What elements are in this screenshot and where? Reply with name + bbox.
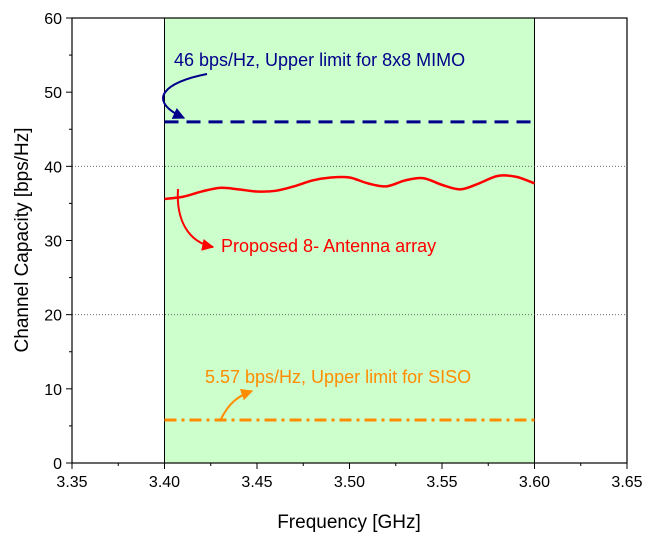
proposed-annotation: Proposed 8- Antenna array <box>221 236 436 256</box>
x-axis: 3.35 3.40 3.45 3.50 3.55 3.60 3.65 <box>56 463 643 491</box>
x-tick-label: 3.50 <box>334 474 365 491</box>
series-layer <box>164 120 535 422</box>
mimo-annotation: 46 bps/Hz, Upper limit for 8x8 MIMO <box>174 50 465 70</box>
x-axis-label: Frequency [GHz] <box>277 512 421 533</box>
y-tick-label: 0 <box>53 456 62 473</box>
x-tick-label: 3.60 <box>519 474 550 491</box>
x-tick-label: 3.55 <box>426 474 457 491</box>
x-tick-label: 3.65 <box>611 474 642 491</box>
x-tick-label: 3.45 <box>241 474 272 491</box>
highlight-band <box>164 17 535 464</box>
proposed-array-line <box>164 174 535 201</box>
y-tick-label: 40 <box>44 159 62 176</box>
y-axis-label: Channel Capacity [bps/Hz] <box>12 128 33 353</box>
siso-annotation: 5.57 bps/Hz, Upper limit for SISO <box>205 367 471 387</box>
x-tick-label: 3.35 <box>56 474 87 491</box>
y-tick-label: 50 <box>44 85 62 102</box>
siso-arrow <box>220 388 254 420</box>
y-axis: 0 10 20 30 40 50 60 <box>44 11 72 473</box>
mimo-arrow <box>162 73 208 119</box>
y-tick-label: 10 <box>44 382 62 399</box>
grid-lines <box>72 165 627 316</box>
x-tick-label: 3.40 <box>149 474 180 491</box>
y-tick-label: 20 <box>44 308 62 325</box>
y-tick-label: 30 <box>44 234 62 251</box>
proposed-arrow <box>176 188 215 251</box>
y-tick-label: 60 <box>44 11 62 28</box>
